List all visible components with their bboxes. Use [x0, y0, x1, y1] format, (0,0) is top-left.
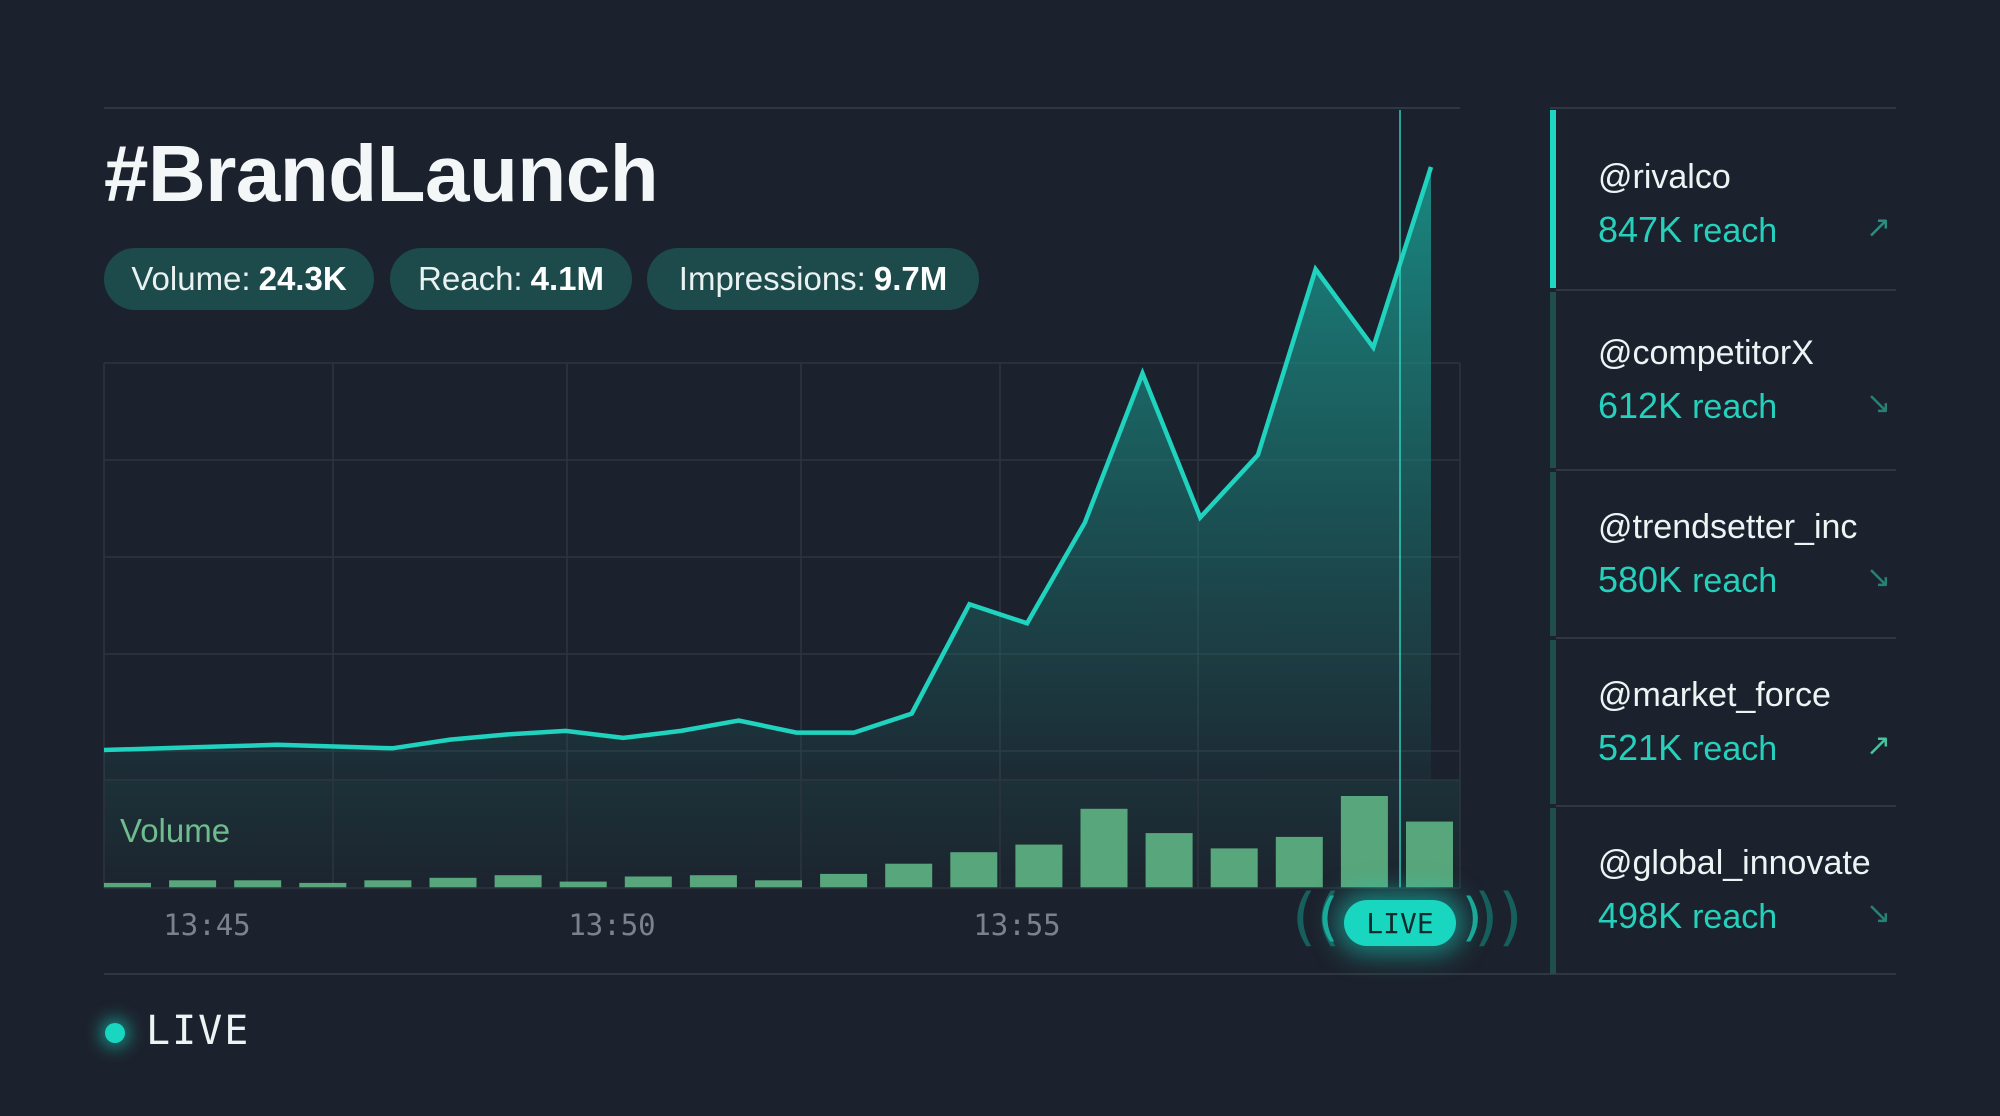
volume-bar	[689, 875, 737, 888]
area-fill	[104, 166, 1431, 780]
reach-unit: reach	[1692, 562, 1778, 600]
account-accent-bar	[1550, 640, 1556, 804]
volume-bar	[1015, 844, 1063, 888]
x-tick-label: 13:50	[568, 908, 656, 942]
signal-wave-icon: )	[1462, 888, 1483, 948]
volume-bar	[429, 877, 477, 888]
signal-wave-icon: ))	[1474, 880, 1523, 953]
account-divider	[1556, 289, 1896, 291]
account-accent-bar	[1550, 292, 1556, 468]
account-handle: @rivalco	[1598, 158, 1731, 196]
page-title: #BrandLaunch	[104, 129, 659, 218]
impressions-metric-pill: Impressions: 9.7M	[647, 248, 979, 310]
account-handle: @trendsetter_inc	[1598, 508, 1858, 546]
area-series-line	[103, 166, 1434, 753]
account-handle: @market_force	[1598, 676, 1831, 714]
metric-value: 9.7M	[873, 260, 948, 297]
volume-bar	[234, 880, 282, 888]
bottom-divider	[104, 973, 1896, 975]
reach-value: 521K	[1598, 727, 1683, 768]
reach-unit: reach	[1692, 898, 1778, 936]
metric-value: 4.1M	[530, 260, 604, 297]
volume-bar	[364, 880, 412, 888]
trend-up-icon: ↗	[1866, 728, 1892, 763]
account-item[interactable]: @trendsetter_inc 580K reach	[1598, 508, 1898, 601]
reach-value: 498K	[1598, 895, 1683, 936]
account-item[interactable]: @competitorX 612K reach	[1598, 334, 1898, 427]
reach-metric-pill: Reach: 4.1M	[390, 248, 632, 310]
account-accent-bar	[1550, 110, 1556, 288]
reach-unit: reach	[1692, 212, 1778, 250]
metric-label: Reach:	[418, 260, 523, 297]
volume-bar	[494, 875, 542, 888]
volume-bar	[820, 873, 868, 888]
reach-value: 612K	[1598, 385, 1683, 426]
trend-up-icon: ↗	[1866, 210, 1892, 245]
account-reach: 847K reach	[1598, 209, 1898, 251]
volume-bar	[1340, 796, 1388, 888]
account-accent-bar	[1550, 472, 1556, 636]
reach-value: 847K	[1598, 209, 1683, 250]
account-reach: 580K reach	[1598, 559, 1898, 601]
account-item[interactable]: @market_force 521K reach	[1598, 676, 1898, 769]
account-reach: 612K reach	[1598, 385, 1898, 427]
account-item[interactable]: @global_innovate 498K reach	[1598, 844, 1898, 937]
metric-value: 24.3K	[258, 260, 347, 297]
metric-label: Impressions:	[678, 260, 866, 297]
account-reach: 521K reach	[1598, 727, 1898, 769]
trend-down-icon: ↘	[1866, 386, 1892, 421]
signal-wave-icon: ((	[1292, 880, 1341, 953]
volume-bar	[755, 880, 802, 888]
volume-bar	[104, 882, 151, 888]
volume-bar	[624, 876, 672, 888]
account-divider	[1556, 637, 1896, 639]
volume-bar	[950, 852, 998, 888]
volume-axis-label: Volume	[120, 812, 231, 849]
volume-bar	[169, 880, 217, 888]
trend-down-icon: ↘	[1866, 896, 1892, 931]
volume-bar	[299, 882, 347, 888]
account-reach: 498K reach	[1598, 895, 1898, 937]
volume-bar	[1145, 833, 1193, 888]
live-status-label: LIVE	[146, 1008, 251, 1054]
volume-bar	[885, 863, 933, 888]
reach-unit: reach	[1692, 388, 1778, 426]
account-accent-bar	[1550, 808, 1556, 974]
volume-metric-pill: Volume: 24.3K	[104, 248, 374, 310]
reach-unit: reach	[1692, 730, 1778, 768]
volume-bar	[559, 881, 607, 888]
trend-down-icon: ↘	[1866, 560, 1892, 595]
sidebar-top-divider	[1550, 107, 1896, 109]
top-divider	[104, 107, 1460, 109]
x-tick-label: 13:55	[973, 908, 1061, 942]
signal-wave-icon: (	[1318, 888, 1339, 948]
volume-bar	[1210, 848, 1258, 888]
account-divider	[1556, 469, 1896, 471]
volume-bar	[1080, 808, 1128, 888]
live-indicator-dot	[105, 1023, 125, 1043]
account-handle: @global_innovate	[1598, 844, 1871, 882]
account-handle: @competitorX	[1598, 334, 1814, 372]
volume-bar	[1406, 821, 1453, 888]
reach-value: 580K	[1598, 559, 1683, 600]
x-tick-label: 13:45	[163, 908, 251, 942]
volume-bar	[1275, 836, 1323, 888]
account-divider	[1556, 805, 1896, 807]
live-badge: LIVE	[1344, 900, 1456, 946]
metric-label: Volume:	[131, 260, 251, 297]
account-item[interactable]: @rivalco 847K reach	[1598, 158, 1898, 251]
